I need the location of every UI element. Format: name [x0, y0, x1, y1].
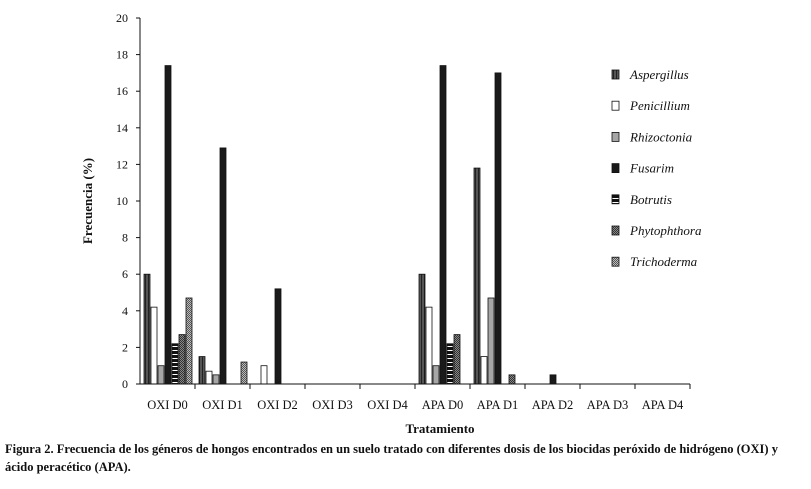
- bar-phytophthora: [178, 334, 186, 385]
- bar-rhizoctonia: [157, 365, 165, 385]
- legend-label: Botrutis: [630, 192, 672, 207]
- x-tick-label: APA D1: [477, 398, 519, 412]
- legend: Aspergillus Penicillium Rhizoctonia Fusarim…: [611, 67, 702, 269]
- legend-swatch: [611, 256, 620, 267]
- bar-fusarim: [164, 65, 172, 385]
- legend-label: Fusarim: [629, 161, 674, 176]
- bar-aspergillus: [143, 273, 151, 385]
- bar-botrutis: [171, 343, 179, 385]
- bar-botrutis: [446, 343, 454, 385]
- x-tick-label: OXI D1: [202, 398, 243, 412]
- x-tick-label: OXI D4: [367, 398, 408, 412]
- bar-rhizoctonia: [487, 297, 495, 385]
- y-tick-label: 16: [116, 84, 128, 98]
- bar-fusarim: [219, 147, 227, 385]
- bar-rhizoctonia: [432, 365, 440, 385]
- bar-trichoderma: [240, 361, 248, 385]
- x-tick-label: APA D4: [642, 398, 684, 412]
- y-tick-label: 14: [116, 121, 128, 135]
- y-tick-label: 6: [122, 267, 128, 281]
- legend-swatch: [611, 163, 620, 174]
- bar-penicillium: [150, 306, 158, 385]
- figure-caption: Figura 2. Frecuencia de los géneros de h…: [5, 442, 778, 474]
- x-tick-label: OXI D0: [147, 398, 188, 412]
- x-tick-label: OXI D2: [257, 398, 298, 412]
- legend-label: Phytophthora: [629, 223, 702, 238]
- bar-penicillium: [480, 356, 488, 385]
- bar-fusarim: [274, 288, 282, 385]
- bar-aspergillus: [473, 167, 481, 385]
- bar-penicillium: [425, 306, 433, 385]
- bar-trichoderma: [185, 297, 193, 385]
- y-tick-label: 8: [122, 231, 128, 245]
- y-tick-label: 18: [116, 48, 128, 62]
- bar-penicillium: [260, 365, 268, 385]
- y-tick-label: 4: [122, 304, 128, 318]
- y-tick-label: 0: [122, 377, 128, 391]
- x-tick-label: APA D0: [422, 398, 464, 412]
- legend-swatch: [611, 100, 620, 111]
- bar-rhizoctonia: [212, 374, 220, 385]
- legend-swatch: [611, 194, 620, 205]
- legend-swatch: [611, 225, 620, 236]
- y-tick-label: 10: [116, 194, 128, 208]
- y-tick-label: 20: [116, 11, 128, 25]
- y-tick-label: 2: [122, 340, 128, 354]
- bar-aspergillus: [418, 273, 426, 385]
- bar-fusarim: [439, 65, 447, 385]
- y-tick-label: 12: [116, 157, 128, 171]
- bar-chart: 0 2 4 6 8 10 12 14 16 18 20 OXI D0 OXI D1 OXI D2 OXI …: [80, 11, 702, 436]
- bar-phytophthora: [453, 334, 461, 385]
- x-tick-label: OXI D3: [312, 398, 353, 412]
- legend-swatch: [611, 69, 620, 80]
- bar-phytophthora: [508, 374, 516, 385]
- legend-label: Trichoderma: [630, 254, 698, 269]
- x-axis-label: Tratamiento: [405, 421, 474, 436]
- legend-label: Penicillium: [629, 98, 690, 113]
- legend-label: Aspergillus: [629, 67, 689, 82]
- legend-label: Rhizoctonia: [629, 129, 693, 144]
- bar-fusarim: [549, 374, 557, 385]
- legend-swatch: [611, 131, 620, 142]
- bar-fusarim: [494, 72, 502, 385]
- x-tick-label: APA D2: [532, 398, 574, 412]
- y-axis-label: Frecuencia (%): [80, 158, 95, 244]
- bar-aspergillus: [198, 356, 206, 385]
- bar-penicillium: [205, 370, 213, 385]
- x-tick-label: APA D3: [587, 398, 629, 412]
